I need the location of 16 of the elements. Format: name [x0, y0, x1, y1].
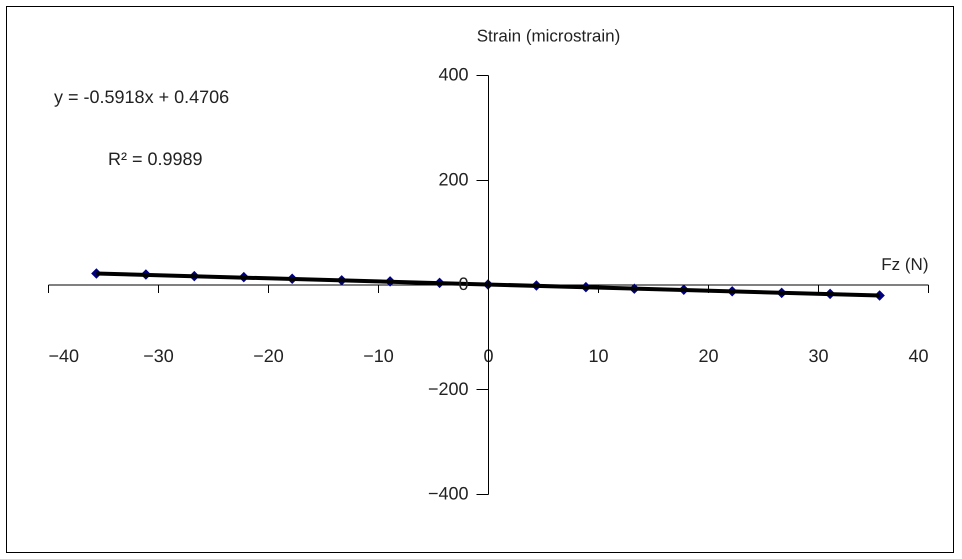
- x-axis-title: Fz (N): [881, 255, 928, 274]
- x-tick-label: −20: [253, 346, 284, 366]
- x-tick-label: −30: [143, 346, 174, 366]
- y-tick-label: 400: [438, 64, 468, 84]
- y-axis-title: Strain (microstrain): [476, 26, 620, 46]
- x-tick-label: 30: [808, 346, 829, 366]
- y-tick-label: 200: [438, 169, 468, 190]
- y-tick-label: −400: [428, 484, 468, 504]
- x-tick-label: 10: [588, 346, 609, 366]
- x-tick-label: 40: [908, 346, 928, 366]
- x-tick-label: −10: [363, 346, 394, 366]
- x-tick-label: 20: [698, 346, 719, 366]
- x-tick-label: −40: [48, 346, 80, 366]
- annotation: R² = 0.9989: [108, 149, 203, 169]
- y-tick-label: −200: [428, 378, 468, 399]
- annotation: y = -0.5918x + 0.4706: [54, 87, 230, 107]
